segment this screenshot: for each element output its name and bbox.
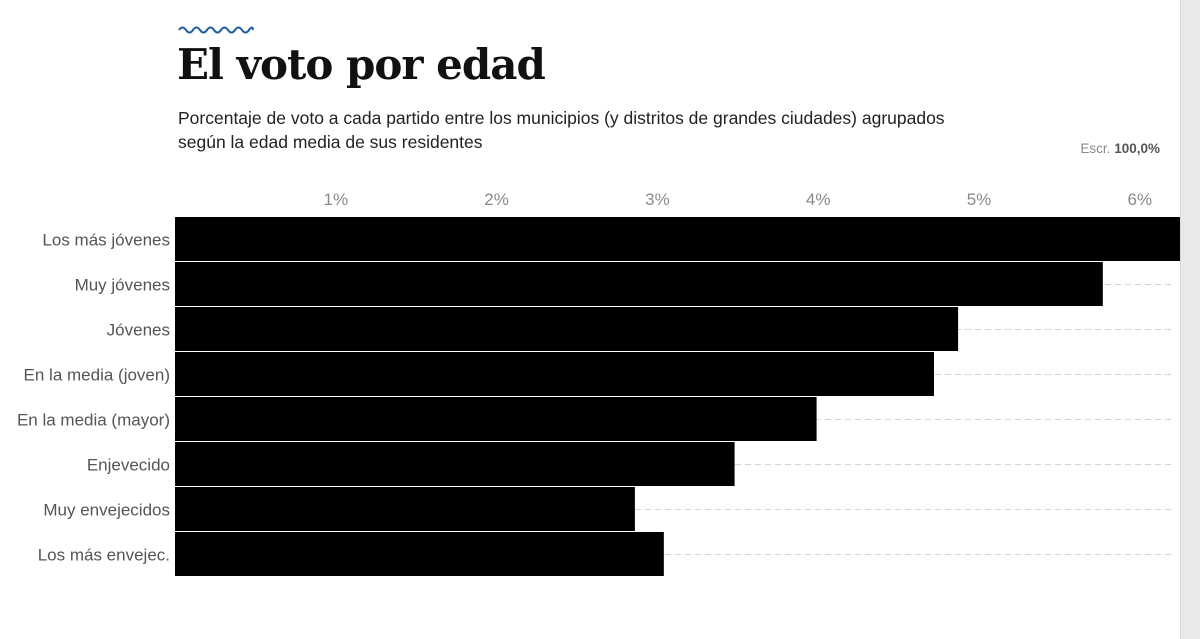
x-tick-label: 6% (1128, 190, 1153, 209)
x-tick-label: 2% (484, 190, 509, 209)
escrutinio-value: 100,0% (1114, 141, 1160, 156)
bar-chart: 1% 2% 3% 4% 5% 6% Los más jóvenes Muy jóvenes Jó… (17, 190, 1180, 576)
category-label: Jóvenes (107, 321, 170, 340)
category-label: Muy jóvenes (75, 276, 170, 295)
category-label: Muy envejecidos (43, 501, 170, 520)
bar (175, 487, 635, 531)
scrollbar[interactable] (1180, 0, 1200, 639)
chart-title: El voto por edad (177, 40, 546, 89)
x-tick-label: 3% (645, 190, 670, 209)
category-label: Los más jóvenes (42, 231, 170, 250)
category-label: En la media (mayor) (17, 411, 170, 430)
bar (175, 397, 817, 441)
wave-accent-icon (178, 26, 254, 34)
chart-subtitle: Porcentaje de voto a cada partido entre … (178, 108, 945, 152)
bar (175, 262, 1103, 306)
category-label: Enjevecido (87, 456, 170, 475)
category-label: Los más envejec. (38, 546, 170, 565)
category-label: En la media (joven) (24, 366, 170, 385)
bar (175, 532, 664, 576)
x-tick-label: 5% (967, 190, 992, 209)
x-tick-label: 1% (324, 190, 349, 209)
escrutinio-status: Escr. 100,0% (1080, 141, 1160, 156)
bar (175, 352, 934, 396)
bar (175, 307, 959, 351)
x-tick-label: 4% (806, 190, 831, 209)
bar (175, 442, 735, 486)
bar (175, 217, 1180, 261)
escrutinio-label: Escr. (1080, 141, 1111, 156)
